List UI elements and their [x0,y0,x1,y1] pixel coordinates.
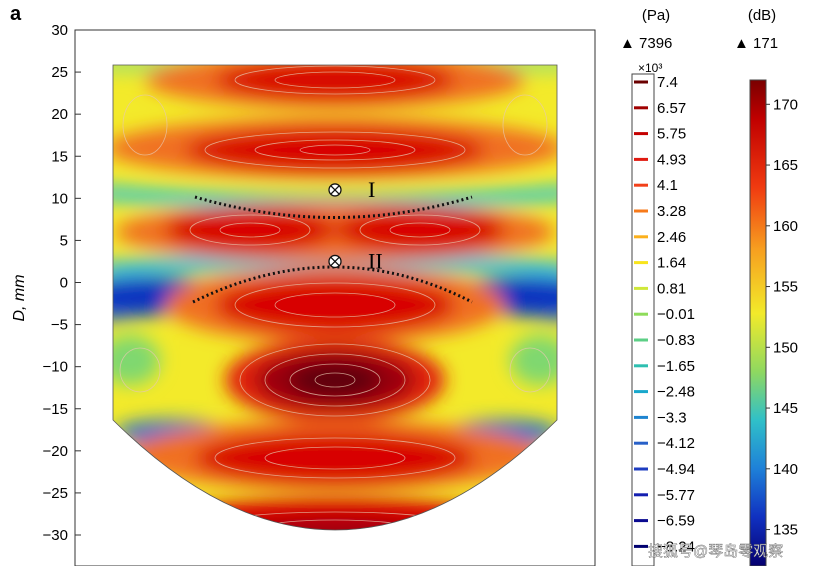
pressure-tick-label: −4.94 [657,461,695,478]
pressure-tick-label: 6.57 [657,100,686,117]
pressure-field [113,65,557,530]
contour-lines [119,65,551,530]
pressure-max-marker: ▲ 7396 [620,35,672,52]
db-tick-label: 160 [773,218,798,235]
y-tick-label: 25 [51,64,68,81]
domain-outline [112,64,558,531]
y-tick-label: −10 [43,359,68,376]
pressure-tick-label: −4.12 [657,435,695,452]
db-tick-label: 155 [773,279,798,296]
y-tick-label: −5 [51,317,68,334]
pressure-tick-label: 2.46 [657,229,686,246]
watermark: 搜狐号@琴岛零观察 [648,542,783,560]
db-colorbar: (dB) ▲ 171 170 165 160 155 150 145 140 135 [734,7,798,566]
pressure-tick-label: −0.01 [657,306,695,323]
pressure-colorbar: (Pa) ▲ 7396 ×10³ 7.4 6.57 5.75 4.93 4.1 3.28 2… [620,7,695,566]
db-tick-label: 165 [773,157,798,174]
db-unit: (dB) [748,7,776,24]
pressure-tick-label: −1.65 [657,358,695,375]
pressure-ticks: 7.4 6.57 5.75 4.93 4.1 3.28 2.46 1.64 0.81 −0.01 −… [634,74,695,555]
db-ticks: 170 165 160 155 150 145 140 135 [766,96,798,539]
y-tick-label: 5 [60,232,68,249]
marker-cross [330,256,340,266]
pressure-tick-label: 4.93 [657,151,686,168]
pressure-tick-label: −3.3 [657,409,687,426]
y-tick-label: −15 [43,401,68,418]
pressure-tick-label: −8.24 [657,538,695,555]
pressure-tick-label: 7.4 [657,74,678,91]
db-tick-label: 140 [773,461,798,478]
y-tick-label: −20 [43,443,68,460]
y-tick-label: 0 [60,275,68,292]
y-axis-label: D, mm [11,274,28,321]
pressure-tick-label: −0.83 [657,332,695,349]
boundary-curve-upper [194,195,473,219]
pressure-tick-label: −5.77 [657,487,695,504]
y-axis: 30 25 20 15 10 5 0 −5 −10 −15 −20 −25 −30 [43,22,81,544]
pressure-tick-label: 5.75 [657,126,686,143]
y-tick-label: 15 [51,148,68,165]
y-tick-label: 30 [51,22,68,39]
y-tick-label: −25 [43,485,68,502]
pressure-tick-label: −2.48 [657,384,695,401]
db-max-marker: ▲ 171 [734,35,778,52]
markers: III [328,177,383,273]
pressure-tick-label: 1.64 [657,255,686,272]
marker-I: I [328,177,375,202]
y-tick-label: 20 [51,106,68,123]
db-tick-label: 170 [773,96,798,113]
y-tick-label: −30 [43,527,68,544]
marker-cross [330,185,340,195]
pressure-multiplier: ×10³ [638,61,662,75]
pressure-tick-label: 0.81 [657,280,686,297]
db-tick-label: 135 [773,522,798,539]
panel-label: a [10,3,22,25]
db-colorbar-gradient [749,79,767,566]
pressure-unit: (Pa) [642,7,670,24]
marker-II: II [328,248,383,273]
y-tick-label: 10 [51,190,68,207]
pressure-colorbar-frame [631,73,655,566]
db-tick-label: 145 [773,400,798,417]
pressure-tick-label: 3.28 [657,203,686,220]
marker-label: I [368,177,375,202]
pressure-tick-label: 4.1 [657,177,678,194]
marker-label: II [368,248,383,273]
pressure-tick-label: −6.59 [657,513,695,530]
db-tick-label: 150 [773,339,798,356]
